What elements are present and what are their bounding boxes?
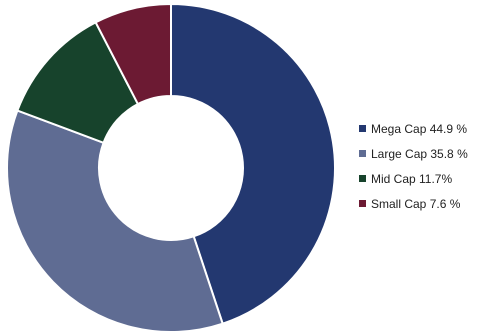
legend-label-small-cap: Small Cap 7.6 %	[371, 196, 461, 211]
legend-item-mid-cap: Mid Cap 11.7%	[359, 166, 468, 191]
legend-item-mega-cap: Mega Cap 44.9 %	[359, 116, 468, 141]
legend-item-small-cap: Small Cap 7.6 %	[359, 191, 468, 216]
slice-small-cap	[94, 2, 172, 106]
slice-mega-cap	[170, 2, 336, 325]
legend-label-large-cap: Large Cap 35.8 %	[371, 146, 468, 161]
chart-legend: Mega Cap 44.9 % Large Cap 35.8 % Mid Cap…	[359, 116, 468, 216]
legend-item-large-cap: Large Cap 35.8 %	[359, 141, 468, 166]
legend-label-mega-cap: Mega Cap 44.9 %	[371, 121, 468, 136]
legend-swatch-small-cap	[359, 200, 366, 207]
slice-large-cap	[6, 109, 224, 333]
legend-swatch-large-cap	[359, 150, 366, 157]
legend-swatch-mega-cap	[359, 125, 366, 132]
legend-label-mid-cap: Mid Cap 11.7%	[371, 171, 453, 186]
legend-swatch-mid-cap	[359, 175, 366, 182]
donut-slices	[6, 2, 336, 333]
